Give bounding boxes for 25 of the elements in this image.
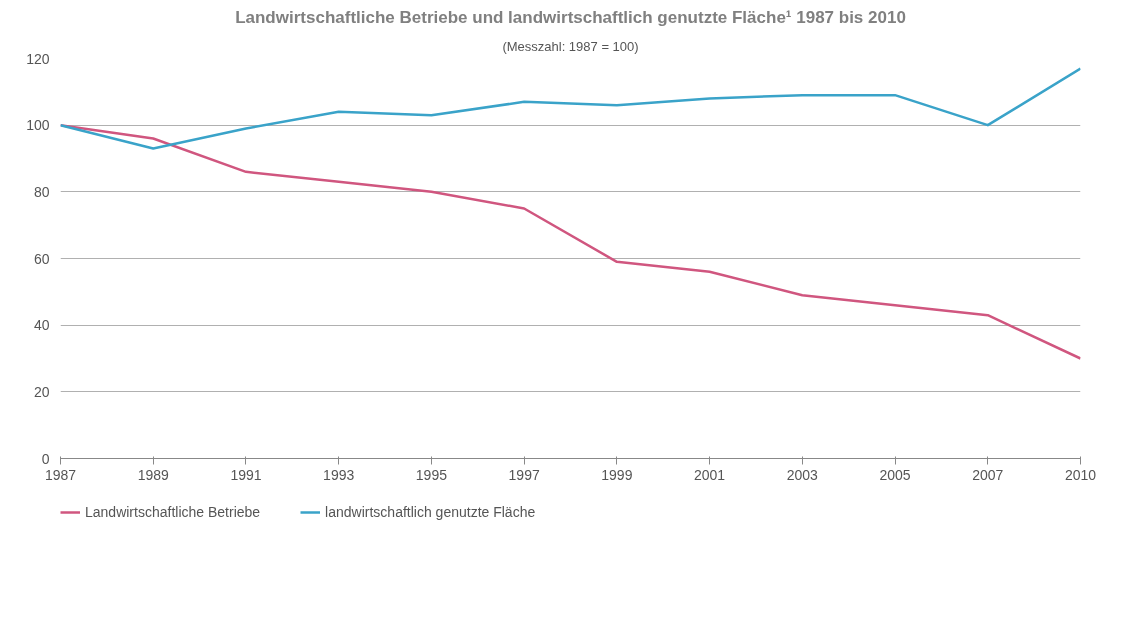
x-tick-label: 1991 xyxy=(230,466,262,483)
x-tick-label: 1999 xyxy=(601,466,633,483)
x-tick-label: 1997 xyxy=(508,466,540,483)
legend-label: Landwirtschaftliche Betriebe xyxy=(85,504,261,520)
x-tick-label: 1987 xyxy=(44,466,77,483)
y-tick-label: 40 xyxy=(33,317,50,334)
chart-subtitle: (Messzahl: 1987 = 100) xyxy=(502,38,639,54)
y-tick-label: 120 xyxy=(26,50,50,67)
y-tick-label: 0 xyxy=(41,450,50,467)
line-series xyxy=(60,67,1081,150)
y-tick-label: 80 xyxy=(33,183,50,200)
legend-label: landwirtschaftlich genutzte Fläche xyxy=(325,504,536,520)
x-tick-label: 1995 xyxy=(415,466,448,483)
x-tick-label: 2003 xyxy=(786,466,819,483)
line-series xyxy=(60,123,1081,360)
chart-title: Landwirtschaftliche Betriebe und landwirtschaftlich genutzte Fläche¹ 1987 bis 2010 xyxy=(235,7,906,27)
y-tick-label: 20 xyxy=(33,383,50,400)
x-tick-label: 2005 xyxy=(879,466,911,483)
y-tick-label: 100 xyxy=(26,117,50,134)
x-tick-label: 1989 xyxy=(137,466,170,483)
x-tick-label: 2007 xyxy=(972,466,1004,483)
x-tick-label: 2001 xyxy=(694,466,726,483)
y-tick-label: 60 xyxy=(33,250,50,267)
x-tick-label: 1993 xyxy=(323,466,355,483)
x-tick-label: 2010 xyxy=(1064,466,1097,483)
